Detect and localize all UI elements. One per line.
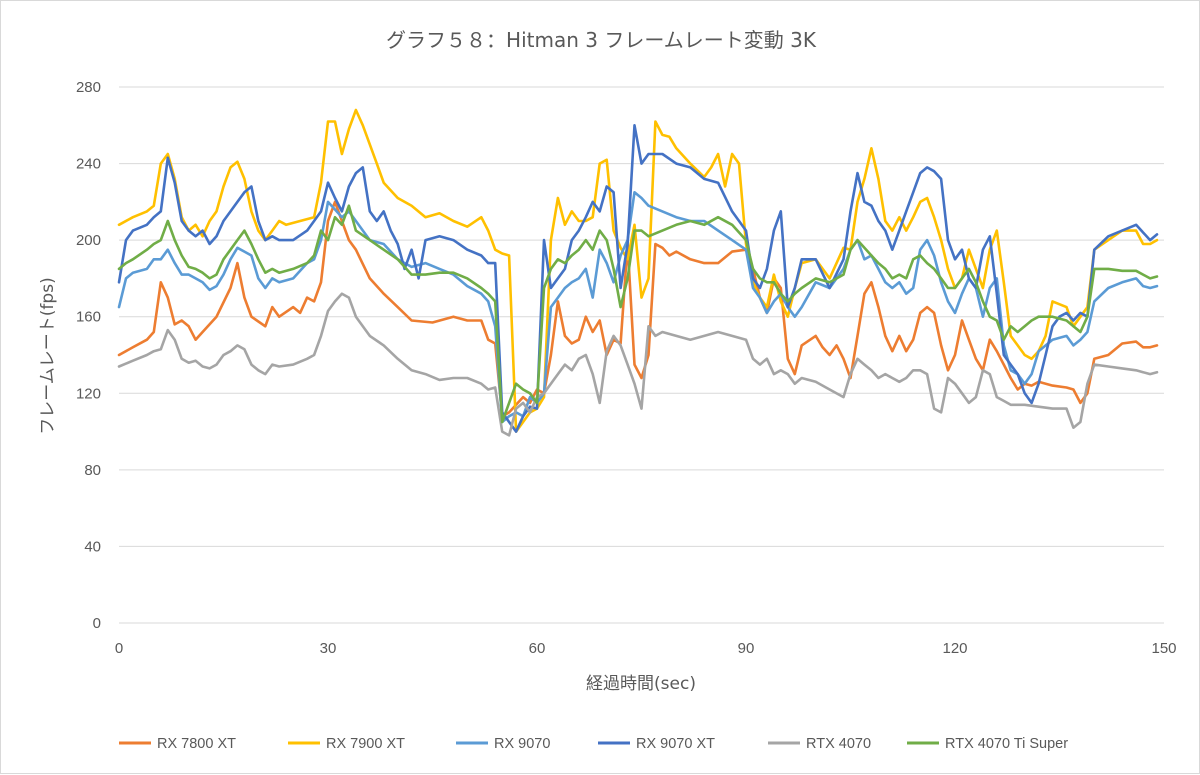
y-tick-label: 80 (84, 462, 101, 479)
x-tick-label: 90 (738, 640, 755, 657)
x-tick-label: 60 (529, 640, 546, 657)
series-line-rx-7900-xt (117, 108, 1159, 433)
legend-label: RTX 4070 Ti Super (945, 736, 1068, 752)
x-tick-label: 0 (115, 640, 123, 657)
x-tick-label: 30 (320, 640, 337, 657)
chart-title: グラフ５８：Hitman 3 フレームレート変動 3K (386, 28, 817, 52)
y-tick-label: 280 (76, 79, 101, 96)
y-axis-ticks: 0 40 80 120 160 200 240 280 (76, 79, 101, 632)
y-tick-label: 240 (76, 156, 101, 173)
legend-label: RTX 4070 (806, 736, 871, 752)
x-axis-ticks: 0 30 60 90 120 150 (115, 640, 1177, 657)
y-tick-label: 0 (93, 615, 101, 632)
legend-label: RX 7800 XT (157, 736, 236, 752)
x-tick-label: 120 (942, 640, 967, 657)
x-axis-label: 経過時間(sec) (586, 674, 696, 694)
series-line-rx-7800-xt (117, 200, 1159, 418)
legend: RX 7800 XT RX 7900 XT RX 9070 RX 9070 XT RTX… (119, 736, 1068, 752)
series-line-rtx-4070 (117, 292, 1159, 437)
series-lines (117, 108, 1159, 437)
series-line-rtx-4070-ti-super (117, 204, 1159, 424)
legend-label: RX 9070 XT (636, 736, 715, 752)
legend-label: RX 7900 XT (326, 736, 405, 752)
x-tick-label: 150 (1151, 640, 1176, 657)
y-tick-label: 160 (76, 309, 101, 326)
y-axis-label: フレームレート(fps) (38, 277, 58, 434)
legend-label: RX 9070 (494, 736, 550, 752)
y-tick-label: 120 (76, 385, 101, 402)
series-line-rx-9070-xt (117, 124, 1159, 433)
y-tick-label: 40 (84, 538, 101, 555)
y-tick-label: 200 (76, 232, 101, 249)
